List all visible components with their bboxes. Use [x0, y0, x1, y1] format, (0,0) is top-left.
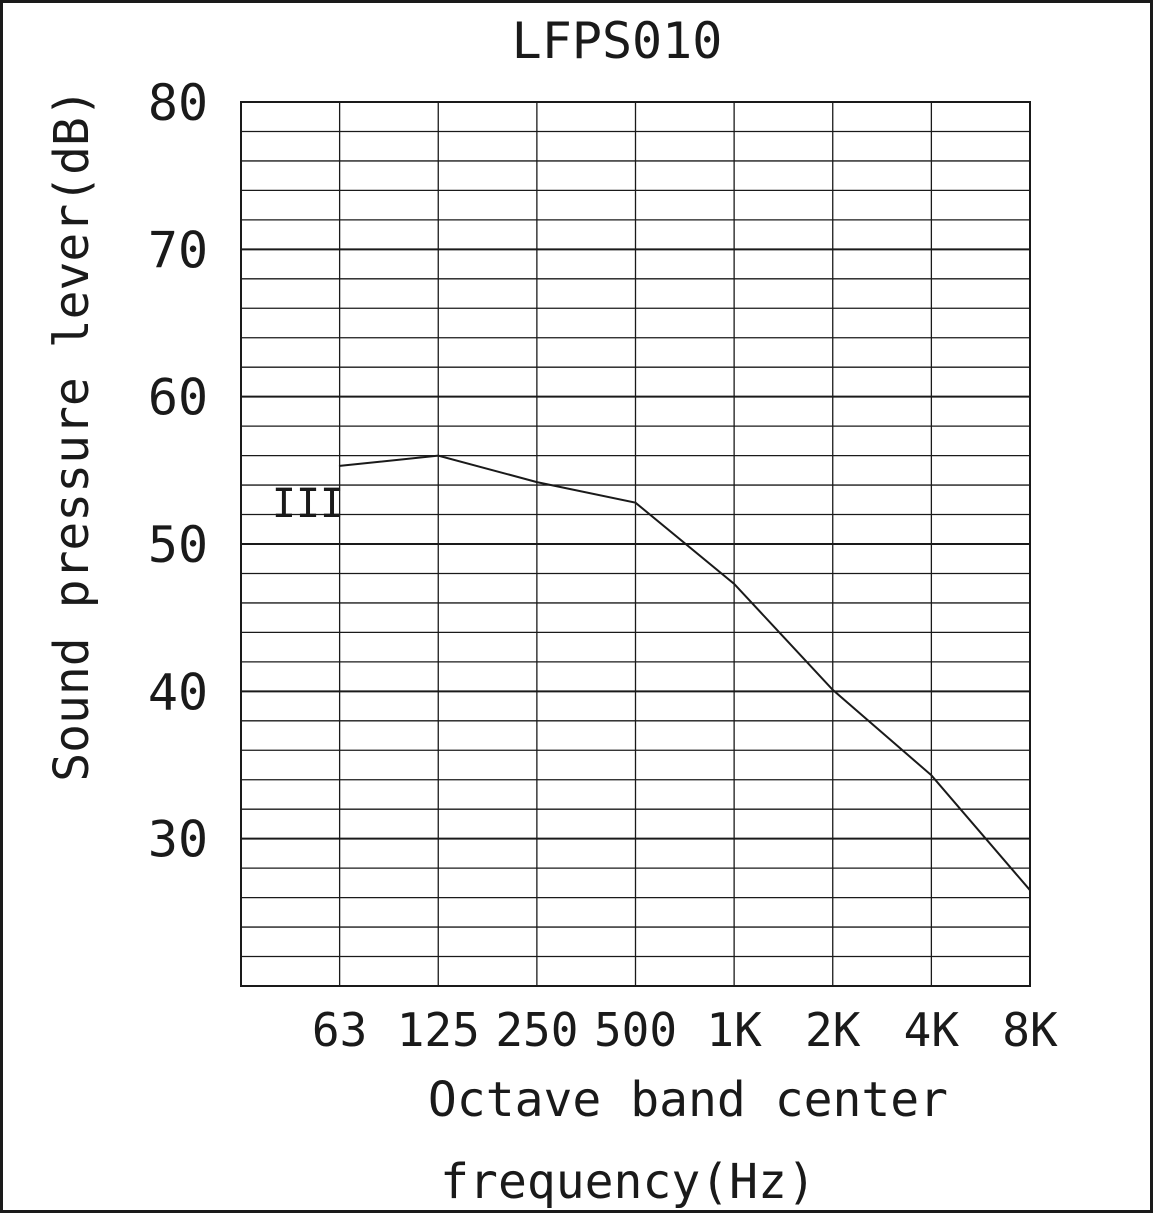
- x-tick-label: 4K: [904, 1003, 960, 1057]
- x-tick-label: 125: [397, 1003, 480, 1057]
- x-tick-label: 2K: [805, 1003, 861, 1057]
- series-label: III: [272, 481, 344, 527]
- y-tick-label: 30: [148, 811, 208, 869]
- y-tick-label: 70: [148, 221, 208, 279]
- x-tick-label: 500: [594, 1003, 677, 1057]
- series-line: [339, 454, 1031, 891]
- x-tick-labels: 63 125 250 500 1K 2K 4K 8K: [312, 1003, 1058, 1057]
- data-point: [536, 481, 538, 483]
- data-point: [437, 454, 440, 457]
- data-point: [930, 774, 933, 777]
- y-tick-label: 50: [148, 516, 208, 574]
- y-tick-label: 60: [148, 369, 208, 427]
- x-axis-label-line-2: frequency(Hz): [440, 1154, 816, 1210]
- series-layer: [338, 454, 1031, 892]
- plot-border: [240, 101, 1031, 987]
- data-point: [831, 689, 834, 691]
- x-axis-label-line-1: Octave band center: [428, 1072, 948, 1128]
- grid: [241, 102, 1030, 986]
- data-point: [1029, 889, 1031, 892]
- x-tick-label: 1K: [706, 1003, 762, 1057]
- x-tick-label: 8K: [1002, 1003, 1058, 1057]
- y-tick-label: 80: [148, 74, 208, 132]
- data-point: [338, 465, 341, 467]
- data-point: [634, 501, 637, 504]
- y-tick-labels: 30 40 50 60 70 80: [148, 74, 208, 869]
- y-axis-label: Sound pressure lever(dB): [44, 88, 100, 782]
- data-point: [733, 582, 735, 585]
- y-tick-label: 40: [148, 663, 208, 721]
- x-tick-label: 63: [312, 1003, 367, 1057]
- chart-title: LFPS010: [512, 12, 723, 70]
- x-tick-label: 250: [495, 1003, 578, 1057]
